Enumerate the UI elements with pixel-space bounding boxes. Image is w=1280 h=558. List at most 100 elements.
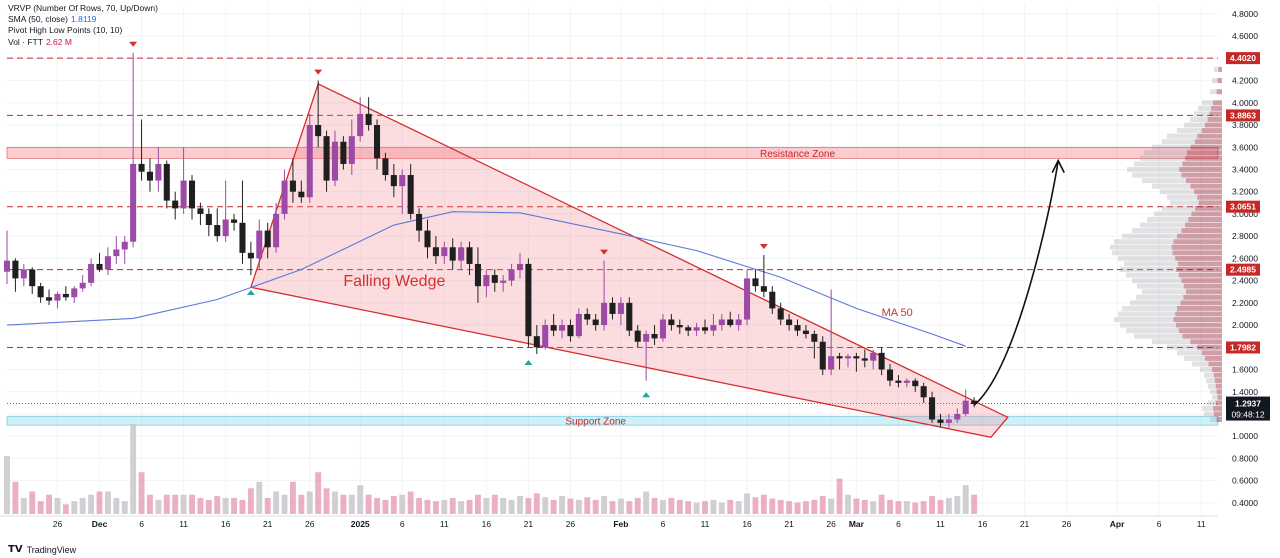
profile-bar-up <box>1126 272 1179 278</box>
legend-row-vrvp[interactable]: VRVP (Number Of Rows, 70, Up/Down) <box>8 3 158 13</box>
legend-row-volume[interactable]: Vol · FTT 2.62 M <box>8 36 72 47</box>
candle-body <box>802 330 809 334</box>
candle-body <box>819 341 826 370</box>
candle <box>88 258 95 287</box>
candle-body <box>483 275 490 287</box>
time-tick-label: 21 <box>524 519 534 529</box>
volume-bar <box>205 499 212 514</box>
candle <box>962 389 969 417</box>
candle <box>609 297 616 320</box>
time-tick-label: 11 <box>179 519 188 529</box>
candle <box>483 269 490 298</box>
candle-body <box>256 230 263 259</box>
volume-bar <box>20 497 27 514</box>
candle <box>281 169 288 220</box>
volume-bar <box>483 497 490 514</box>
profile-bar-down <box>1178 328 1222 334</box>
indicator-legend[interactable]: VRVP (Number Of Rows, 70, Up/Down) SMA (… <box>8 3 158 48</box>
candle <box>861 349 868 368</box>
profile-bar-down <box>1179 166 1222 172</box>
volume-bar <box>222 497 229 514</box>
profile-bar-up <box>1136 294 1184 300</box>
pivot-low-marker <box>524 359 533 365</box>
volume-bar <box>289 481 296 514</box>
candle-body <box>945 419 952 423</box>
candle-body <box>668 319 675 326</box>
profile-bar-up <box>1112 250 1173 256</box>
candle <box>836 352 843 370</box>
candle-body <box>247 252 254 259</box>
candle <box>971 397 978 408</box>
candle-body <box>853 356 860 359</box>
profile-bar-down <box>1207 116 1222 122</box>
candle <box>247 241 254 276</box>
profile-bar-down <box>1197 344 1222 350</box>
volume-bar <box>256 481 263 514</box>
volume-bar <box>382 499 389 514</box>
profile-bar-up <box>1194 111 1210 117</box>
candle <box>146 158 153 192</box>
profile-bar-up <box>1152 183 1191 189</box>
candle <box>113 236 120 264</box>
volume-bar <box>180 494 187 514</box>
candle <box>466 241 473 276</box>
time-tick-label: Dec <box>92 519 108 529</box>
candle <box>348 119 355 176</box>
time-tick-label: 11 <box>440 519 449 529</box>
candle-body <box>323 136 330 181</box>
volume-bar <box>79 497 86 514</box>
time-tick-label: 26 <box>53 519 63 529</box>
profile-bar-down <box>1194 189 1222 195</box>
tradingview-brand[interactable]: 𝗧𝗩 TradingView <box>8 544 76 555</box>
profile-bar-down <box>1218 66 1222 72</box>
time-tick-label: 6 <box>400 519 405 529</box>
price-tick-label: 2.0000 <box>1232 320 1258 330</box>
candle <box>121 236 128 264</box>
legend-row-sma[interactable]: SMA (50, close) 1.8119 <box>8 14 97 25</box>
profile-bar-down <box>1211 105 1222 111</box>
candle-body <box>180 180 187 209</box>
candle-body <box>491 275 498 283</box>
volume-bar <box>315 472 322 514</box>
time-tick-label: 26 <box>566 519 576 529</box>
falling-wedge <box>250 82 1009 439</box>
volume-bar <box>475 494 481 514</box>
profile-bar-up <box>1208 400 1216 406</box>
volume-bar <box>945 497 952 514</box>
price-axis[interactable]: 0.40000.60000.80001.00001.20001.40001.60… <box>1226 9 1270 508</box>
candle <box>542 319 549 350</box>
volume-bar <box>626 501 633 514</box>
volume-bar <box>96 491 103 514</box>
candle <box>786 313 793 331</box>
volume-bar <box>811 499 818 514</box>
candle-body <box>870 352 877 361</box>
legend-row-pivots[interactable]: Pivot High Low Points (10, 10) <box>8 25 123 36</box>
candle-body <box>104 256 111 270</box>
resistance-zone-label: Resistance Zone <box>760 149 835 160</box>
profile-bar-down <box>1190 339 1222 345</box>
price-tick-label: 4.8000 <box>1232 9 1258 19</box>
profile-bar-down <box>1212 367 1222 373</box>
volume-bar <box>609 501 616 514</box>
profile-bar-down <box>1181 228 1222 234</box>
candle-body <box>508 269 515 281</box>
candle-body <box>340 141 347 164</box>
profile-bar-down <box>1177 261 1222 267</box>
volume-bar <box>247 488 254 514</box>
candle-body <box>710 325 717 331</box>
volume-bar <box>214 496 221 514</box>
candle-body <box>474 263 481 287</box>
volume-bar <box>46 494 52 514</box>
candle-body <box>844 356 851 359</box>
candle-body <box>214 225 221 237</box>
volume-bars <box>4 424 978 514</box>
candle-body <box>609 302 616 314</box>
level-badge <box>1226 52 1260 65</box>
volume-bar <box>4 456 10 514</box>
volume-bar <box>491 494 498 514</box>
candle <box>62 286 69 301</box>
time-axis[interactable]: 26 Dec 6 11 16 21 26 2025 6 11 16 21 26 Feb 6 11 16 21 26 M… <box>0 515 1218 529</box>
volume-bar <box>634 497 641 514</box>
candle <box>500 275 507 292</box>
